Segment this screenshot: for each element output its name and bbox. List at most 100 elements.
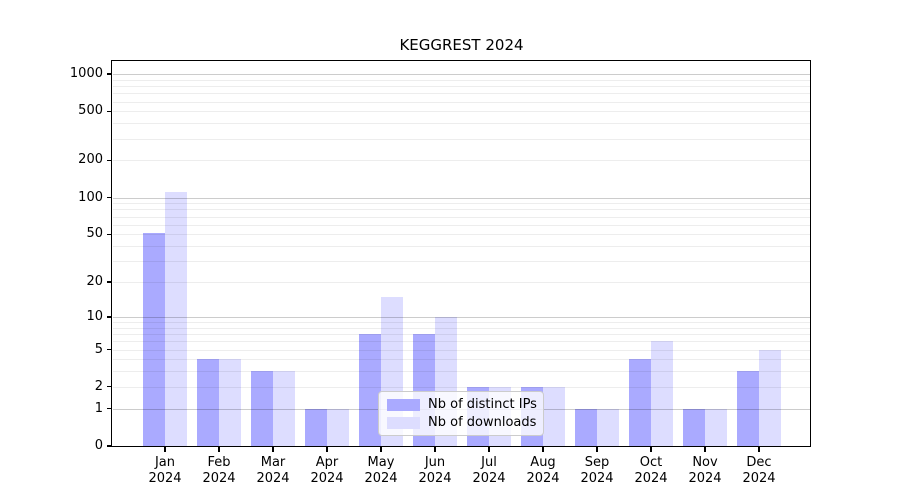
chart-title: KEGGREST 2024 <box>399 36 524 54</box>
gridline-minor-400 <box>113 123 810 125</box>
x-tick-label-mar: Mar 2024 <box>256 455 290 486</box>
gridline-minor-300 <box>113 138 810 140</box>
x-tick-nov <box>704 447 706 452</box>
bar-distinct-ips-may <box>359 334 381 446</box>
plot-area <box>113 62 810 446</box>
gridline-minor-700 <box>113 93 810 95</box>
gridline-minor-40 <box>113 246 810 247</box>
y-tick-label-500: 500 <box>78 103 103 119</box>
y-tick-label-2: 2 <box>94 378 103 394</box>
x-tick-label-may: May 2024 <box>364 455 398 486</box>
gridline-minor-9 <box>113 322 810 323</box>
x-tick-label-jun: Jun 2024 <box>418 455 452 486</box>
bar-distinct-ips-mar <box>251 371 273 446</box>
gridline-minor-70 <box>113 216 810 218</box>
y-tick-label-1000: 1000 <box>69 66 103 81</box>
x-tick-aug <box>542 447 544 452</box>
legend-swatch-distinct-ips-icon <box>387 398 420 411</box>
x-tick-dec <box>758 447 760 452</box>
legend-label-downloads: Nb of downloads <box>428 415 537 430</box>
gridline-minor-90 <box>113 203 810 205</box>
x-tick-apr <box>326 447 328 452</box>
bar-downloads-mar <box>273 371 295 446</box>
y-tick-1000 <box>107 73 112 75</box>
gridline-major-100 <box>113 197 810 199</box>
gridline-minor-500 <box>113 111 810 113</box>
gridline-minor-20 <box>113 282 810 284</box>
gridline-minor-8 <box>113 327 810 329</box>
y-tick-label-50: 50 <box>86 226 103 242</box>
x-tick-label-nov: Nov 2024 <box>688 455 722 486</box>
y-tick-500 <box>107 110 112 112</box>
y-tick-1 <box>107 408 112 410</box>
gridline-minor-80 <box>113 209 810 211</box>
x-tick-oct <box>650 447 652 452</box>
bar-downloads-aug <box>543 386 565 446</box>
bar-downloads-feb <box>219 359 241 446</box>
gridline-minor-600 <box>113 101 810 103</box>
legend-item-distinct-ips: Nb of distinct IPs <box>387 397 537 412</box>
bar-downloads-dec <box>759 349 781 446</box>
x-tick-label-oct: Oct 2024 <box>634 455 668 486</box>
bar-downloads-sep <box>597 408 619 446</box>
legend-item-downloads: Nb of downloads <box>387 415 537 430</box>
x-tick-label-apr: Apr 2024 <box>310 455 344 486</box>
y-tick-label-100: 100 <box>78 189 103 205</box>
bar-downloads-oct <box>651 341 673 446</box>
bar-distinct-ips-apr <box>305 408 327 446</box>
x-tick-label-jan: Jan 2024 <box>148 455 182 486</box>
x-tick-jul <box>488 447 490 452</box>
gridline-minor-6 <box>113 341 810 343</box>
bar-distinct-ips-feb <box>197 359 219 446</box>
x-tick-label-dec: Dec 2024 <box>742 455 776 486</box>
gridline-minor-2 <box>113 386 810 388</box>
bar-distinct-ips-oct <box>629 359 651 446</box>
y-tick-label-5: 5 <box>94 341 103 357</box>
bar-distinct-ips-jan <box>143 233 165 446</box>
gridline-minor-800 <box>113 86 810 87</box>
y-tick-50 <box>107 233 112 235</box>
gridline-minor-3 <box>113 371 810 373</box>
gridline-minor-900 <box>113 79 810 81</box>
legend: Nb of distinct IPs Nb of downloads <box>378 391 544 436</box>
gridline-minor-60 <box>113 224 810 226</box>
x-tick-label-aug: Aug 2024 <box>526 455 560 486</box>
y-tick-10 <box>107 316 112 318</box>
y-tick-label-0: 0 <box>94 438 103 453</box>
y-tick-0 <box>107 445 112 447</box>
bar-downloads-nov <box>705 408 727 446</box>
legend-label-distinct-ips: Nb of distinct IPs <box>428 397 537 412</box>
gridline-minor-5 <box>113 349 810 351</box>
gridline-minor-30 <box>113 261 810 263</box>
y-tick-200 <box>107 159 112 162</box>
y-tick-20 <box>107 281 112 283</box>
gridline-minor-4 <box>113 359 810 361</box>
x-tick-jun <box>434 447 436 452</box>
y-tick-label-1: 1 <box>94 400 103 416</box>
x-tick-label-jul: Jul 2024 <box>472 455 506 486</box>
y-tick-label-10: 10 <box>86 308 103 324</box>
gridline-minor-7 <box>113 334 810 335</box>
x-tick-sep <box>596 447 598 452</box>
bar-distinct-ips-sep <box>575 408 597 446</box>
x-tick-jan <box>164 447 166 452</box>
y-tick-2 <box>107 386 112 388</box>
y-tick-5 <box>107 348 112 351</box>
bar-distinct-ips-nov <box>683 408 705 446</box>
bar-downloads-jan <box>165 192 187 446</box>
gridline-major-1000 <box>113 74 810 75</box>
x-tick-mar <box>272 447 274 452</box>
legend-swatch-downloads-icon <box>387 416 420 429</box>
gridline-minor-50 <box>113 234 810 236</box>
bar-distinct-ips-dec <box>737 371 759 446</box>
bar-downloads-apr <box>327 408 349 446</box>
y-tick-label-20: 20 <box>86 274 103 290</box>
x-tick-label-feb: Feb 2024 <box>202 455 236 486</box>
x-tick-label-sep: Sep 2024 <box>580 455 614 486</box>
y-tick-label-200: 200 <box>78 152 103 168</box>
x-tick-may <box>380 447 382 452</box>
x-tick-feb <box>218 447 220 452</box>
gridline-major-10 <box>113 316 810 318</box>
gridline-minor-200 <box>113 160 810 162</box>
